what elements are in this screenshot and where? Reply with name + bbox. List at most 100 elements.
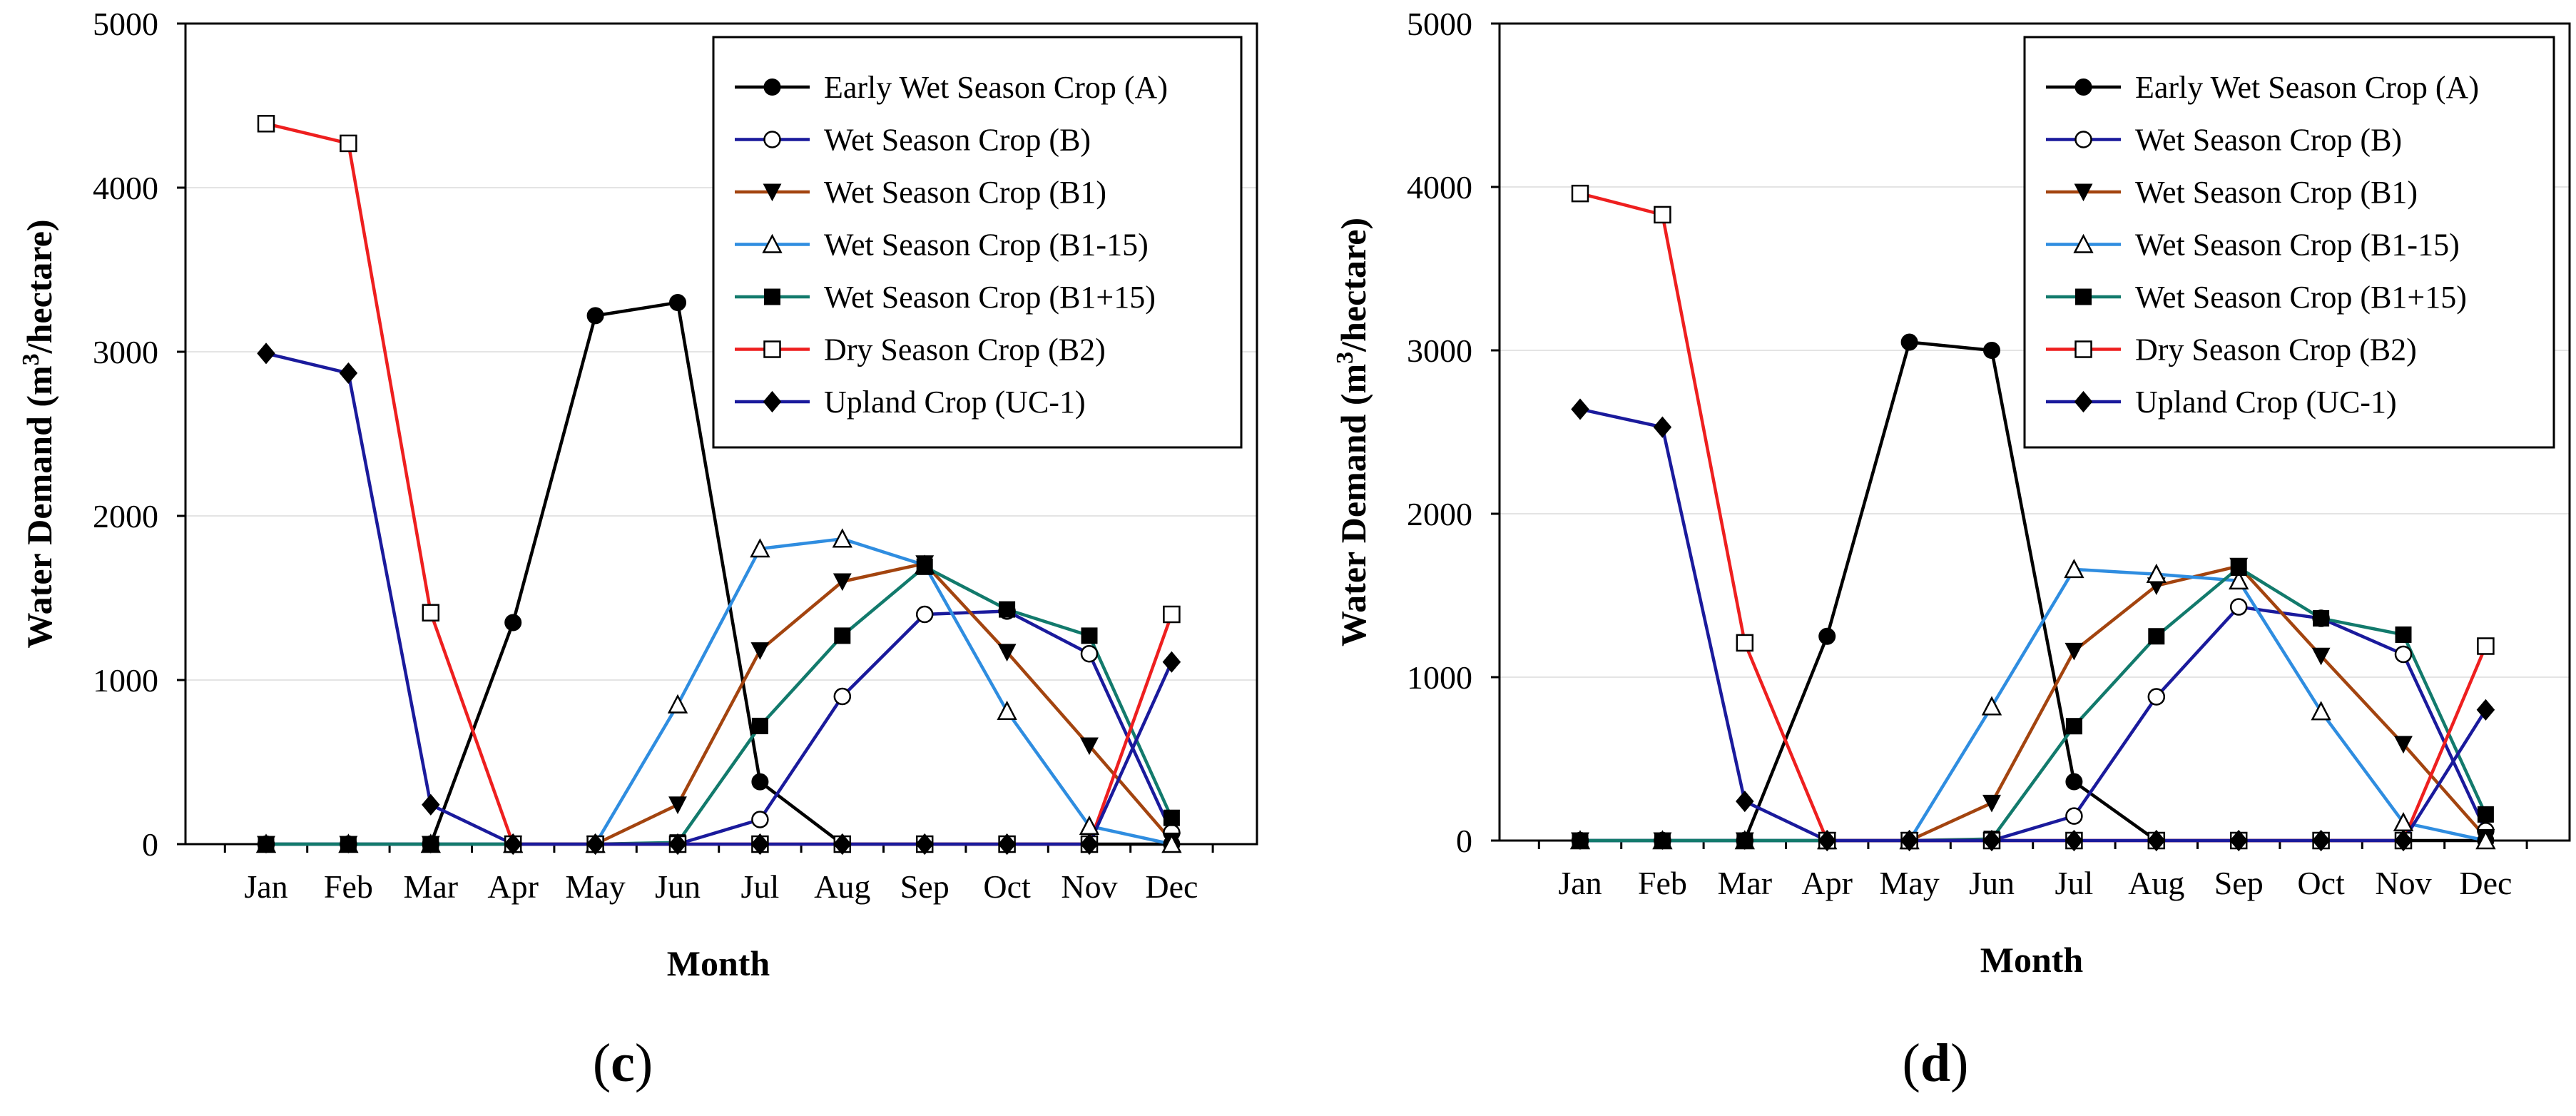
x-tick-label: Apr: [487, 868, 539, 905]
legend-swatch-marker: [763, 183, 782, 202]
data-point: [834, 627, 851, 644]
x-tick-label: Mar: [1717, 865, 1772, 901]
y-tick-label: 4000: [93, 170, 158, 206]
y-tick-label: 1000: [93, 662, 158, 699]
x-tick-label: Jul: [2055, 865, 2094, 901]
legend-swatch-marker: [2074, 78, 2092, 96]
data-point: [2477, 637, 2495, 655]
panel-label: (c): [593, 1033, 653, 1093]
y-axis-title-part: /hectare): [19, 219, 59, 354]
chart-panel-c: 0 1000 2000 3000 4000 5000 Jan Feb Mar Apr May Jun J…: [18, 6, 1258, 1093]
data-point: [751, 717, 768, 734]
x-tick-label: Dec: [2459, 865, 2512, 901]
data-point: [1736, 832, 1753, 849]
legend-swatch-marker: [2074, 340, 2092, 358]
data-point: [750, 538, 770, 558]
series-line: [1580, 566, 2488, 843]
panel-label-part: ): [635, 1033, 653, 1093]
data-point: [833, 573, 852, 592]
legend-label: Wet Season Crop (B1): [824, 175, 1106, 210]
y-tick-label: 2000: [93, 498, 158, 534]
data-point: [751, 773, 769, 791]
y-tick-label: 3000: [1407, 333, 1472, 369]
legend-label: Early Wet Season Crop (A): [824, 70, 1168, 105]
x-tick-label: Sep: [2214, 865, 2264, 901]
data-point: [1900, 829, 1919, 852]
series-line: [1580, 564, 2488, 843]
x-tick-label: Jan: [1558, 865, 1602, 901]
data-point: [586, 833, 605, 856]
data-point: [2475, 830, 2496, 850]
data-point: [2229, 570, 2249, 590]
data-point: [668, 833, 687, 856]
series-markers-4: [1572, 559, 2494, 849]
data-point: [997, 833, 1017, 856]
legend-swatch-marker: [2074, 131, 2092, 148]
data-point: [586, 307, 604, 325]
series-6: [265, 352, 1174, 846]
x-tick-label: Jan: [244, 868, 287, 905]
legend-label: Wet Season Crop (B1+15): [824, 280, 1156, 315]
legend-label: Dry Season Crop (B2): [824, 333, 1106, 367]
data-point: [915, 605, 934, 624]
data-point: [1900, 333, 1918, 351]
legend-swatch-marker: [2073, 233, 2094, 253]
legend-swatch-marker: [763, 78, 781, 96]
data-point: [997, 700, 1017, 720]
series-line: [265, 352, 1174, 846]
series-6: [1579, 407, 2488, 843]
data-point: [2065, 773, 2083, 791]
data-point: [258, 836, 275, 853]
legend-swatch-marker: [763, 340, 781, 358]
legend-swatch-marker: [2074, 183, 2093, 202]
legend-swatch-marker: [763, 390, 782, 413]
data-point: [999, 601, 1016, 618]
series-line: [1579, 407, 2488, 843]
data-point: [504, 614, 522, 631]
y-axis-title: Water Demand (m3/hectare): [1332, 218, 1374, 646]
data-point: [2147, 829, 2166, 852]
data-point: [2147, 688, 2166, 706]
data-point: [1736, 634, 1754, 652]
panel-label-letter: c: [611, 1033, 635, 1093]
data-point: [339, 362, 358, 384]
data-point: [340, 836, 357, 853]
data-point: [2065, 718, 2082, 735]
data-point: [750, 833, 770, 856]
x-tick-label: Feb: [324, 868, 373, 905]
legend-label: Wet Season Crop (B): [824, 123, 1091, 158]
x-tick-label: Oct: [2297, 865, 2345, 901]
data-point: [1571, 184, 1589, 203]
data-point: [422, 604, 440, 622]
series-markers-2: [257, 555, 1181, 854]
data-point: [2065, 807, 2083, 825]
data-point: [2229, 598, 2248, 616]
data-point: [1983, 342, 2000, 359]
data-point: [257, 343, 275, 365]
data-point: [1572, 832, 1589, 849]
series-line: [266, 537, 1172, 846]
series-markers-6: [1571, 398, 2495, 852]
data-point: [750, 642, 770, 660]
y-axis-title-superscript: 3: [18, 353, 44, 365]
series-markers-4: [258, 558, 1180, 853]
series-line: [266, 565, 1174, 846]
panel-label-letter: d: [1920, 1033, 1950, 1093]
data-point: [1818, 627, 1836, 645]
series-3: [1580, 567, 2486, 843]
data-point: [2311, 829, 2331, 852]
x-tick-label: Feb: [1638, 865, 1687, 901]
data-point: [1571, 398, 1589, 420]
x-tick-label: Jun: [1969, 865, 2015, 901]
x-tick-label: Jul: [741, 868, 780, 905]
y-tick-label: 2000: [1407, 496, 1472, 532]
legend-box: [712, 36, 1243, 449]
data-point: [1080, 737, 1099, 756]
y-axis-title-part: /hectare): [1333, 218, 1373, 352]
data-point: [422, 836, 439, 853]
data-point: [669, 294, 686, 311]
x-tick-label: Dec: [1145, 868, 1198, 905]
data-point: [833, 687, 852, 706]
